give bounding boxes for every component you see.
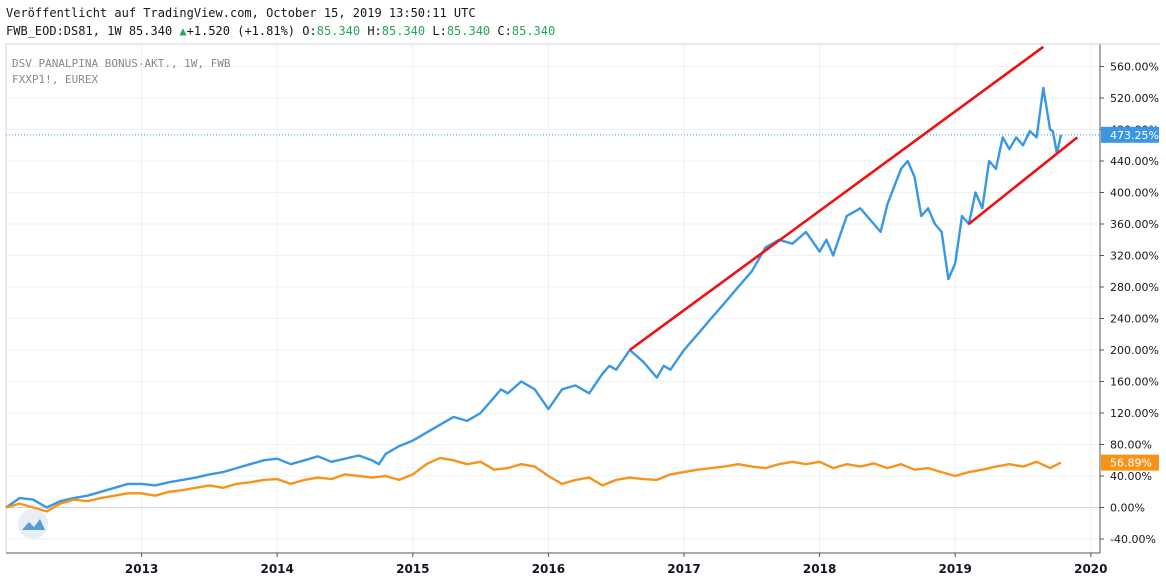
x-tick-label: 2018 [803,562,836,576]
y-tick-label: 240.00% [1110,313,1159,326]
y-tick-label: 200.00% [1110,344,1159,357]
open-label: O: [302,24,317,38]
x-tick-label: 2013 [125,562,158,576]
y-tick-label: 0.00% [1110,502,1145,515]
tradingview-logo-icon [18,509,48,539]
last-value-label-dsv-bg [1101,126,1159,143]
low-value: 85.340 [446,24,491,38]
ohlc-line: FWB_EOD:DS81, 1W 85.340 ▲+1.520 (+1.81%)… [6,24,555,38]
price-value: 85.340 [128,24,173,38]
last-value-label-dsv: 473.25% [1110,129,1159,142]
symbol-label: FWB_EOD:DS81, 1W [6,24,122,38]
x-tick-label: 2014 [260,562,293,576]
x-tick-label: 2017 [667,562,700,576]
last-value-label-fxxp-bg [1101,454,1159,471]
y-tick-label: 560.00% [1110,61,1159,74]
high-label: H: [367,24,382,38]
y-tick-label: 400.00% [1110,187,1159,200]
legend-fxxp: FXXP1!, EUREX [12,73,99,86]
trend-line [628,45,1045,352]
x-tick-label: 2019 [938,562,971,576]
trend-line [967,136,1079,226]
x-tick-label: 2020 [1074,562,1107,576]
y-tick-label: 160.00% [1110,376,1159,389]
y-tick-label: 360.00% [1110,218,1159,231]
close-value: 85.340 [511,24,556,38]
y-tick-label: 40.00% [1110,470,1152,483]
x-tick-label: 2016 [532,562,565,576]
y-tick-label: -40.00% [1110,533,1156,546]
change-value: +1.520 (+1.81%) [186,24,296,38]
y-tick-label: 120.00% [1110,407,1159,420]
high-value: 85.340 [381,24,426,38]
y-tick-label: 440.00% [1110,155,1159,168]
y-tick-label: 320.00% [1110,250,1159,263]
legend-dsv: DSV PANALPINA BONUS-AKT., 1W, FWB [12,57,231,70]
close-label: C: [497,24,512,38]
last-value-label-fxxp: 56.89% [1110,457,1152,470]
x-tick-label: 2015 [396,562,429,576]
y-tick-label: 280.00% [1110,281,1159,294]
low-label: L: [432,24,447,38]
series-line-fxxp [5,456,1062,513]
up-arrow-icon: ▲ [179,24,187,38]
open-value: 85.340 [316,24,361,38]
y-tick-label: 520.00% [1110,92,1159,105]
published-line: Veröffentlicht auf TradingView.com, Octo… [6,6,476,20]
y-tick-label: 80.00% [1110,439,1152,452]
